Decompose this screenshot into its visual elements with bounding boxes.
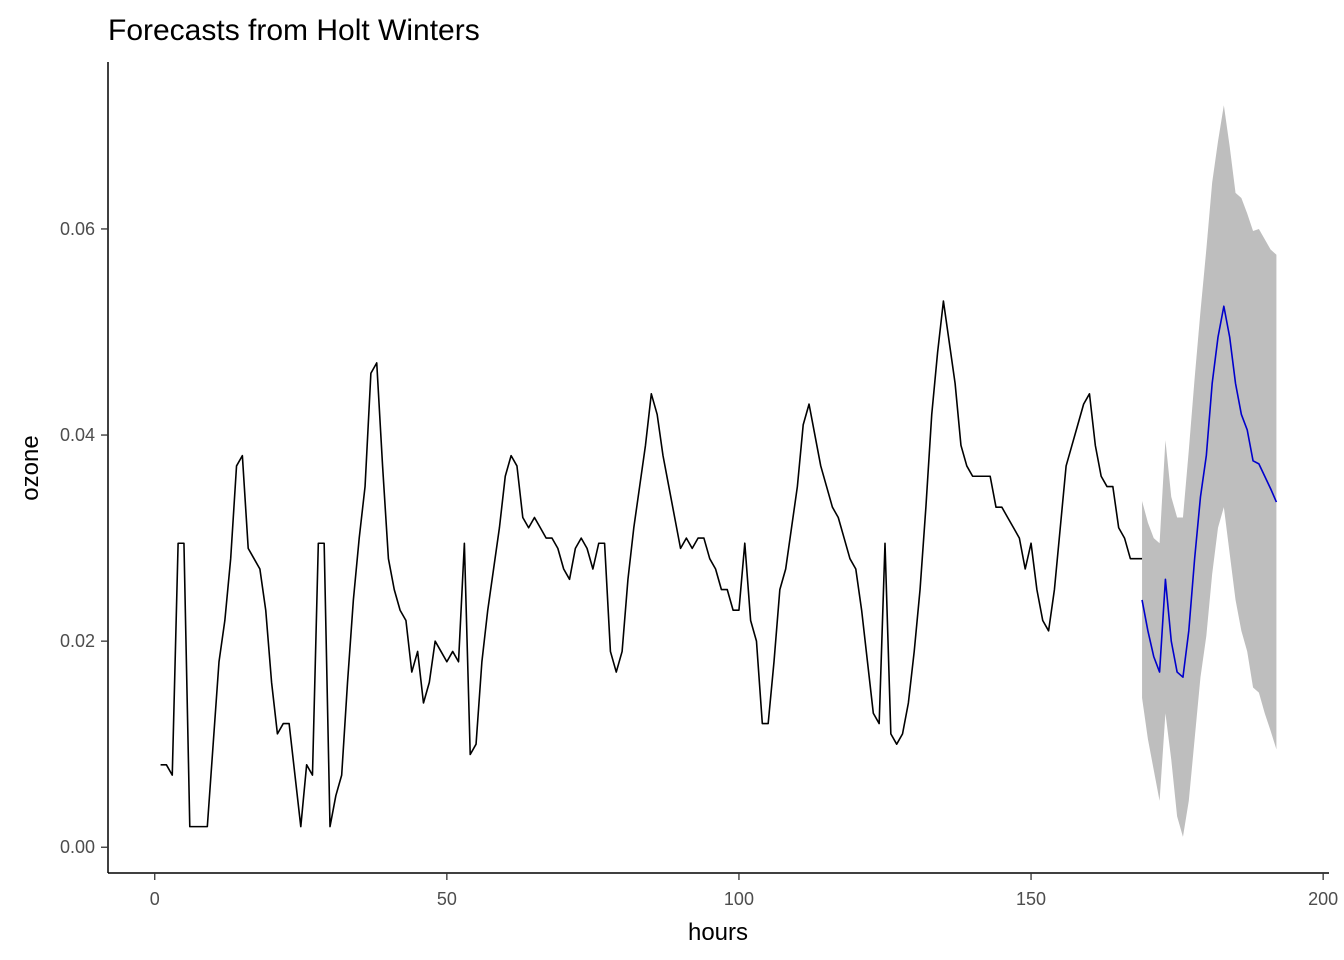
x-tick-label: 200 [1308,889,1338,909]
forecast-series-line [1141,305,1278,679]
x-ticks: 0 50 100 150 200 [150,873,1338,909]
plot-area [160,105,1278,837]
x-tick-label: 100 [724,889,754,909]
x-tick-label: 50 [437,889,457,909]
y-tick-label: 0.02 [60,631,95,651]
prediction-interval-band [1142,105,1277,837]
prediction-interval-layer [1142,105,1277,837]
series-layer [160,300,1278,828]
y-axis-title: ozone [17,435,44,500]
chart-title: Forecasts from Holt Winters [108,14,480,47]
y-tick-label: 0.04 [60,425,95,445]
x-tick-label: 150 [1016,889,1046,909]
y-tick-label: 0.00 [60,837,95,857]
y-ticks: 0.00 0.02 0.04 0.06 [60,219,108,857]
observed-series-line [160,300,1143,828]
x-axis-title: hours [688,919,748,946]
x-tick-label: 0 [150,889,160,909]
y-tick-label: 0.06 [60,219,95,239]
